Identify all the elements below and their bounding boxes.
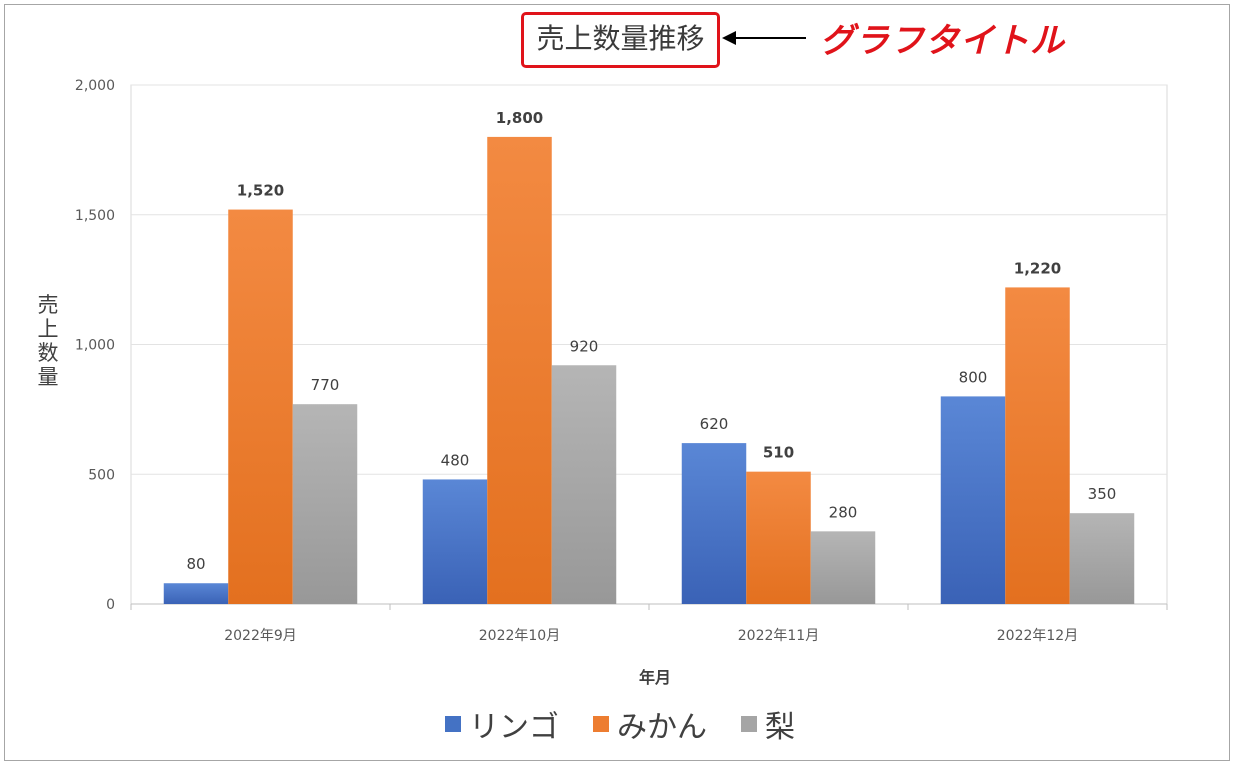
bar-2-0 <box>292 404 358 604</box>
y-tick-label: 2,000 <box>75 78 115 94</box>
data-label: 280 <box>829 503 858 521</box>
legend-label-apple: リンゴ <box>469 710 559 745</box>
x-tick-label: 2022年11月 <box>738 628 819 644</box>
bar-0-1 <box>422 479 488 604</box>
chart-title: 売上数量推移 <box>536 22 705 55</box>
x-tick-label: 2022年10月 <box>479 628 560 644</box>
x-tick-label: 2022年12月 <box>997 628 1078 644</box>
legend-label-mikan: みかん <box>617 710 707 745</box>
data-label: 80 <box>186 555 205 573</box>
x-axis-label: 年月 <box>638 668 671 687</box>
title-highlight-box <box>521 12 720 68</box>
legend-swatch-mikan <box>593 716 609 732</box>
x-tick-label: 2022年9月 <box>224 628 297 644</box>
data-label: 1,220 <box>1014 259 1061 277</box>
legend-label-pear: 梨 <box>765 710 795 745</box>
legend-item-pear: 梨 <box>741 702 795 746</box>
bar-2-2 <box>810 531 876 604</box>
data-label: 770 <box>311 376 340 394</box>
bar-0-0 <box>163 583 229 604</box>
y-tick-label: 0 <box>106 597 115 613</box>
bar-2-3 <box>1069 513 1135 604</box>
y-tick-label: 1,000 <box>75 338 115 354</box>
data-label: 920 <box>570 337 599 355</box>
bar-0-2 <box>681 443 747 604</box>
data-label: 510 <box>763 444 794 462</box>
bar-1-0 <box>228 209 293 604</box>
y-tick-label: 1,500 <box>75 208 115 224</box>
data-label: 480 <box>441 451 470 469</box>
y-tick-label: 500 <box>88 467 115 483</box>
legend: リンゴ みかん 梨 <box>0 702 1240 746</box>
bar-2-1 <box>551 365 617 604</box>
data-label: 1,520 <box>237 182 284 200</box>
legend-item-mikan: みかん <box>593 702 707 746</box>
data-label: 350 <box>1088 485 1117 503</box>
data-label: 620 <box>700 415 729 433</box>
bar-1-3 <box>1005 287 1070 604</box>
data-label: 800 <box>959 368 988 386</box>
callout-arrow-icon <box>722 31 806 45</box>
callout-label: グラフタイトル <box>820 21 1065 61</box>
bar-0-3 <box>940 396 1006 604</box>
legend-swatch-pear <box>741 716 757 732</box>
legend-item-apple: リンゴ <box>445 702 559 746</box>
data-label: 1,800 <box>496 109 543 127</box>
bar-1-1 <box>487 136 552 604</box>
y-axis-label: 売上数量 <box>37 293 59 389</box>
bar-1-2 <box>746 471 811 604</box>
legend-swatch-apple <box>445 716 461 732</box>
